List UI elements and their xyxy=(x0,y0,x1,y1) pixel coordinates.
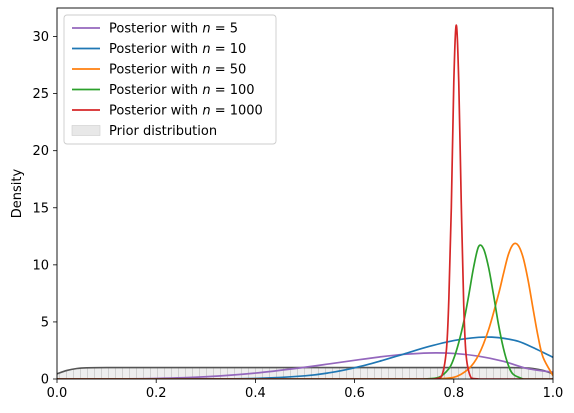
series-100 xyxy=(57,244,553,379)
series-5 xyxy=(57,352,553,379)
legend-label: Posterior with n = 1000 xyxy=(109,104,263,119)
legend-label: Posterior with n = 50 xyxy=(109,63,246,78)
legend: Posterior with n = 5 Posterior with n = 1… xyxy=(63,14,277,145)
legend-label: Posterior with n = 10 xyxy=(109,42,246,57)
x-tick-label: 0.6 xyxy=(344,386,365,401)
x-tick-label: 1.0 xyxy=(543,386,564,401)
y-tick-label: 20 xyxy=(32,144,49,159)
y-axis-label: Density xyxy=(10,168,25,218)
y-tick-label: 10 xyxy=(32,258,49,273)
legend-entry-100: Posterior with n = 100 xyxy=(72,83,255,98)
legend-entry-5: Posterior with n = 5 xyxy=(72,22,238,37)
y-tick-label: 5 xyxy=(41,315,49,330)
series-50 xyxy=(57,242,553,379)
y-tick-label: 30 xyxy=(32,30,49,45)
y-tick-label: 0 xyxy=(41,373,49,388)
series-1000-line xyxy=(433,24,479,379)
series-1000 xyxy=(57,24,553,379)
legend-label-prior: Prior distribution xyxy=(109,124,217,139)
legend-label: Posterior with n = 5 xyxy=(109,22,238,37)
legend-box xyxy=(63,14,277,145)
y-tick-label: 25 xyxy=(32,87,49,102)
series-50-line xyxy=(428,242,553,379)
legend-swatch-prior xyxy=(71,125,101,136)
legend-entry-50: Posterior with n = 50 xyxy=(72,63,246,78)
prior-area-hatch xyxy=(57,367,553,379)
x-axis: 0.0 0.2 0.4 0.6 0.8 1.0 xyxy=(47,379,564,401)
legend-entry-10: Posterior with n = 10 xyxy=(72,42,246,57)
axes-frame xyxy=(56,7,554,380)
legend-entry-1000: Posterior with n = 1000 xyxy=(72,104,263,119)
x-tick-label: 0.2 xyxy=(146,386,167,401)
legend-entry-prior: Prior distribution xyxy=(71,124,217,139)
series-5-line xyxy=(57,352,553,379)
y-tick-label: 15 xyxy=(32,201,49,216)
x-tick-label: 0.8 xyxy=(443,386,464,401)
x-tick-label: 0.0 xyxy=(47,386,68,401)
x-tick-label: 0.4 xyxy=(245,386,266,401)
y-axis: 0 5 10 15 20 25 30 xyxy=(32,30,57,388)
series-100-line xyxy=(423,244,524,379)
plot-area xyxy=(57,24,553,379)
legend-label: Posterior with n = 100 xyxy=(109,83,255,98)
